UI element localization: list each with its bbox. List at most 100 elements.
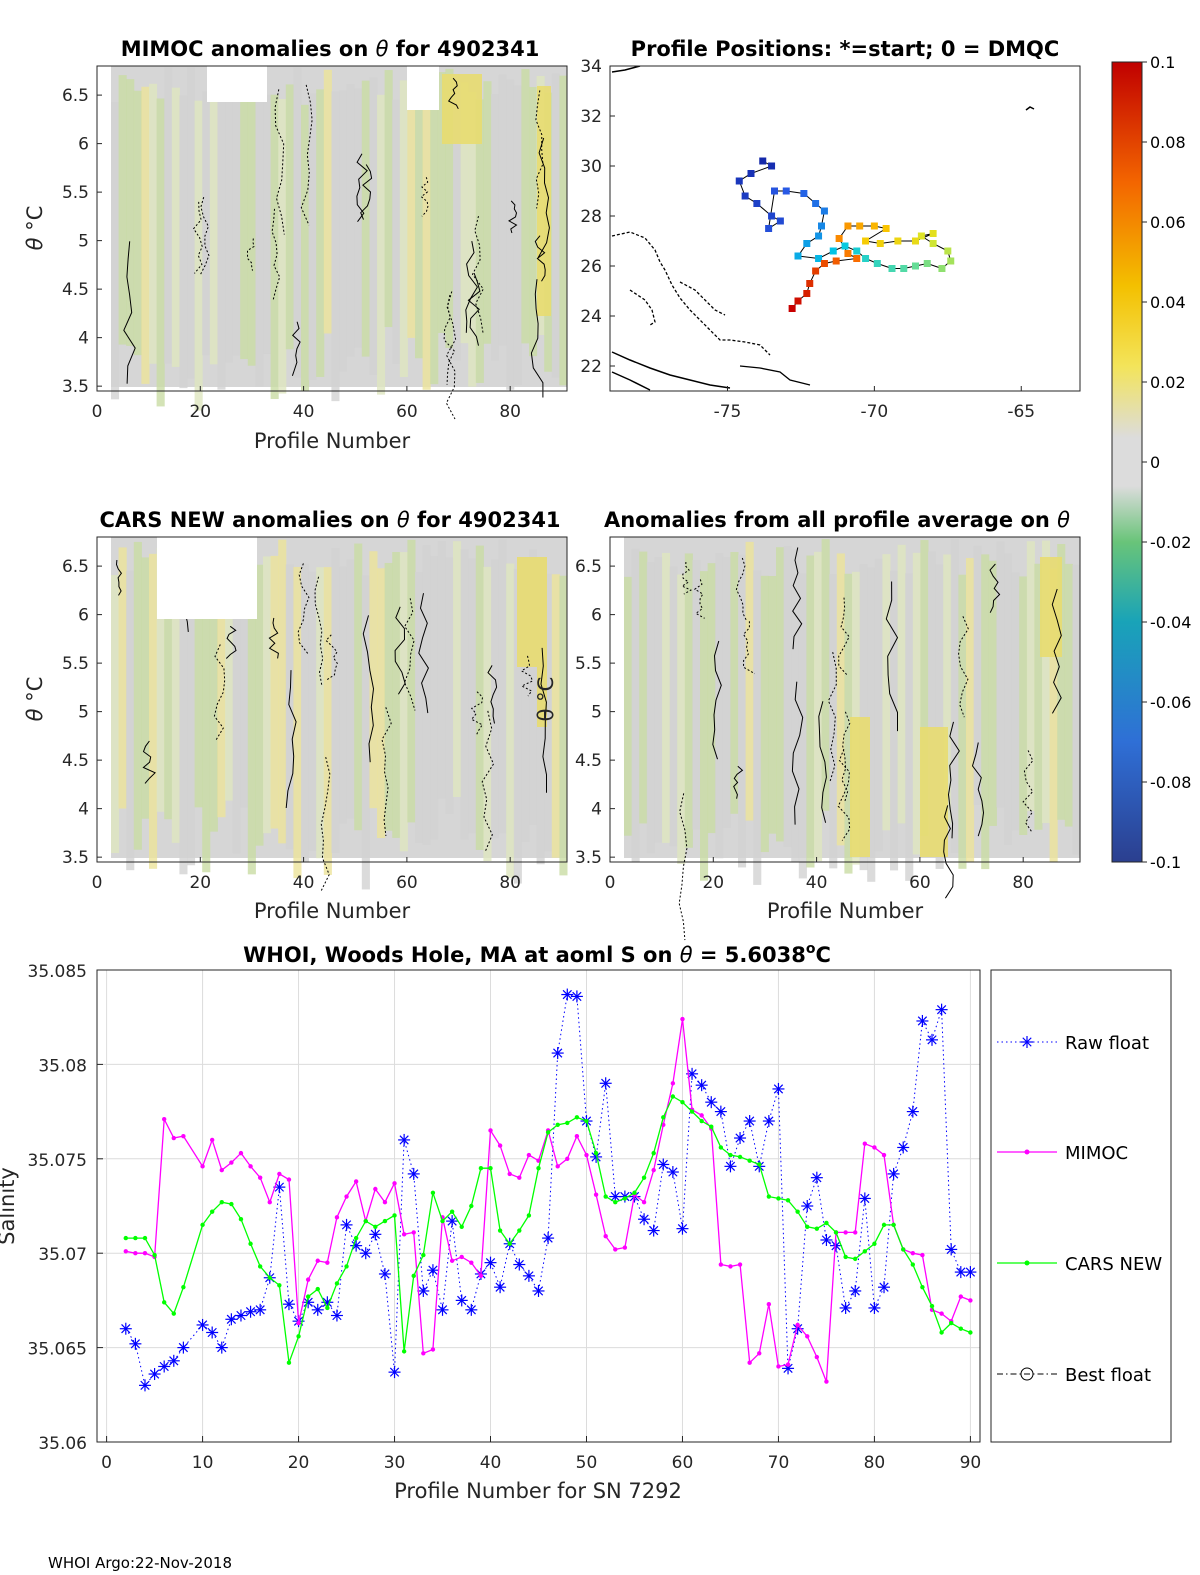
mimoc-field-column — [179, 95, 188, 389]
cars-contour — [470, 691, 484, 737]
allprof-field-column — [958, 574, 967, 869]
mimoc-point — [699, 1113, 704, 1118]
mimoc-point — [958, 1294, 964, 1299]
raw-float-point — [906, 1105, 919, 1118]
cars-field-column — [164, 556, 173, 820]
mimoc-contour — [530, 279, 544, 398]
allprof-field-column — [753, 570, 762, 885]
mimoc-point — [613, 1247, 618, 1252]
raw-float-point — [599, 1077, 612, 1090]
mimoc-point — [555, 1164, 560, 1169]
mimoc-contour — [534, 235, 546, 282]
allprof-ytick-label: 4 — [591, 800, 602, 820]
cars-ytick-label: 6.5 — [62, 557, 89, 577]
mimoc-field-column — [445, 68, 454, 349]
mimoc-xtick-label: 20 — [189, 402, 211, 422]
raw-float-point — [695, 1079, 708, 1092]
cars-field-column — [430, 555, 439, 840]
mimoc-point — [171, 1135, 176, 1141]
profile-position-marker — [794, 297, 802, 305]
cars-new-point — [814, 1226, 820, 1231]
raw-float-point — [311, 1303, 324, 1316]
cars-ytick-label: 4 — [78, 800, 89, 820]
mimoc-field-column — [377, 94, 386, 395]
mimoc-ytick-label: 5 — [78, 232, 89, 252]
mimoc-field-column — [316, 89, 325, 377]
cars-new-point — [555, 1122, 560, 1128]
allprof-field-column — [684, 553, 693, 848]
mimoc-point — [574, 1133, 580, 1139]
cars-new-point — [325, 1305, 330, 1311]
profile-position-marker — [844, 250, 852, 257]
cars-new-point — [152, 1252, 157, 1258]
allprof-field-column — [1042, 540, 1051, 824]
mimoc-point — [747, 1360, 752, 1365]
cars-field-column — [483, 566, 492, 862]
mimoc-xtick-label: 80 — [499, 402, 521, 422]
profile-position-marker — [856, 222, 864, 230]
allprof-field-column — [935, 564, 944, 869]
cars-new-point — [689, 1109, 695, 1114]
mimoc-point — [392, 1181, 397, 1186]
mimoc-x-ticks: 0 20 40 60 80 — [92, 386, 521, 422]
raw-float-point — [158, 1360, 171, 1373]
allprof-contour — [791, 681, 804, 825]
raw-float-point — [772, 1082, 785, 1095]
salinity-ytick-label: 35.07 — [38, 1245, 87, 1265]
cars-field-column — [247, 563, 256, 875]
cars-new-point — [296, 1334, 301, 1339]
allprof-field-column — [1057, 543, 1066, 820]
mimoc-point — [325, 1260, 330, 1265]
cars-ytick-label: 4.5 — [62, 751, 89, 771]
raw-float-point — [129, 1337, 142, 1350]
mimoc-field-column — [293, 67, 302, 378]
mimoc-y-ticks: 3.5 4 4.5 5 5.5 6 6.5 — [62, 86, 102, 397]
cars-x-ticks: 0 20 40 60 80 — [92, 857, 521, 893]
map-x-ticks: -75 -70 -65 — [714, 386, 1035, 422]
raw-float-point — [743, 1115, 756, 1128]
cars-field-column — [377, 568, 386, 839]
cars-new-point — [833, 1230, 839, 1235]
cars-new-point — [805, 1224, 810, 1229]
cars-y-ticks: 3.5 4 4.5 5 5.5 6 6.5 — [62, 557, 102, 868]
mimoc-point — [584, 1152, 589, 1158]
cars-new-point — [238, 1217, 244, 1222]
allprof-field-column — [1049, 568, 1058, 863]
salinity-title: WHOI, Woods Hole, MA at aoml S on θ = 5.… — [243, 941, 831, 967]
salinity-ytick-label: 35.065 — [28, 1340, 87, 1360]
cars-field-column — [339, 566, 348, 824]
raw-float-point — [244, 1305, 257, 1318]
raw-float-point — [676, 1222, 689, 1235]
raw-float-point — [119, 1322, 132, 1335]
profile-position-marker — [862, 255, 870, 262]
allprof-field-column — [950, 539, 959, 854]
raw-float-point — [302, 1296, 315, 1309]
profile-position-marker — [768, 212, 776, 220]
mimoc-field-column — [498, 74, 507, 346]
profile-position-marker — [815, 232, 823, 240]
cars-field-column — [156, 548, 165, 812]
cars-new-point — [872, 1241, 877, 1246]
cars-field-column — [118, 547, 127, 809]
cars-new-point — [603, 1194, 608, 1199]
allprof-field-column — [692, 560, 701, 830]
raw-float-point — [350, 1239, 363, 1252]
mimoc-field-column — [164, 67, 173, 364]
cars-ytick-label: 6 — [78, 606, 89, 626]
cars-contour — [142, 740, 156, 784]
mimoc-field-column — [331, 91, 340, 402]
mimoc-point — [286, 1177, 292, 1182]
mimoc-point — [622, 1245, 628, 1250]
cars-new-point — [181, 1284, 186, 1290]
cars-new-point — [910, 1262, 916, 1267]
mimoc-nodata — [407, 66, 439, 110]
mimoc-field-column — [263, 94, 272, 354]
colorbar-tick-label: 0.1 — [1150, 53, 1175, 72]
mimoc-contour — [535, 90, 544, 209]
cars-field-column — [544, 573, 553, 852]
cars-field-column — [126, 570, 135, 871]
mimoc-point — [776, 1364, 781, 1369]
float-track — [735, 157, 955, 312]
allprof-warm-anomaly — [920, 727, 948, 857]
mimoc-point — [181, 1133, 186, 1139]
